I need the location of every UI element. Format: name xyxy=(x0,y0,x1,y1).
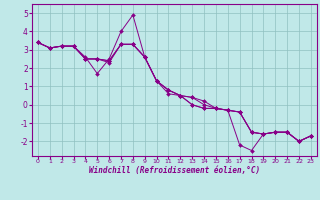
X-axis label: Windchill (Refroidissement éolien,°C): Windchill (Refroidissement éolien,°C) xyxy=(89,166,260,175)
